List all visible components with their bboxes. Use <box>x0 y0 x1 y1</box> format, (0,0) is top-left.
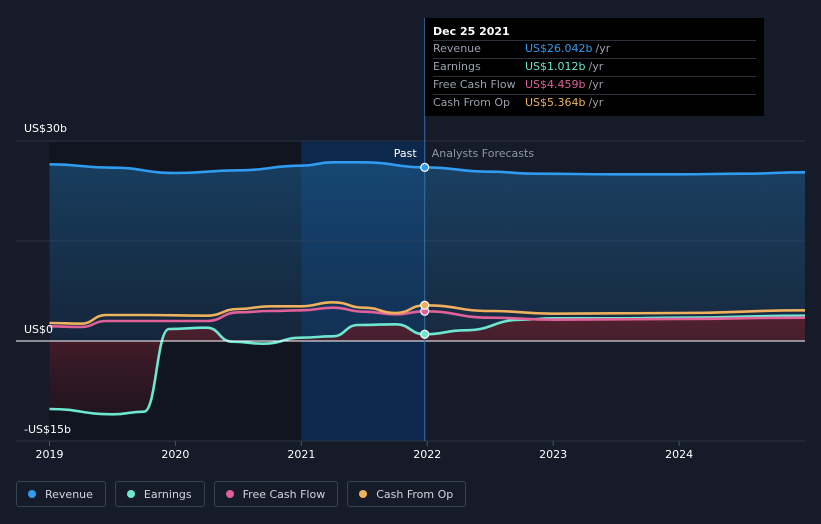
revenue-line <box>49 161 806 176</box>
series-lines <box>49 161 806 416</box>
x-axis: 2019 2020 2021 2022 2023 2024 <box>36 441 693 461</box>
tooltip-row: Cash From Op US$5.364b/yr <box>433 94 756 112</box>
x-tick-label: 2022 <box>413 448 441 461</box>
free-cash-flow-line <box>49 306 806 329</box>
y-tick-label: US$0 <box>24 323 53 336</box>
y-tick-label: -US$15b <box>24 423 71 436</box>
tooltip-date: Dec 25 2021 <box>433 25 510 38</box>
forecast-label: Analysts Forecasts <box>432 147 535 160</box>
y-tick-label: US$30b <box>24 122 67 135</box>
x-tick-label: 2020 <box>161 448 189 461</box>
legend-item-cash-from-op[interactable]: Cash From Op <box>347 481 467 507</box>
legend-label: Revenue <box>45 487 93 501</box>
legend-dot-icon <box>225 490 234 498</box>
hover-markers <box>420 162 430 339</box>
tooltip-row-value: US$4.459b <box>525 78 586 91</box>
y-axis: US$30b US$0 -US$15b <box>24 122 71 436</box>
past-label: Past <box>394 147 418 160</box>
legend-item-revenue[interactable]: Revenue <box>16 481 106 507</box>
area-fills <box>49 162 805 415</box>
tooltip-row-value: US$26.042b <box>525 42 593 55</box>
legend-label: Free Cash Flow <box>242 487 326 501</box>
revenue-area <box>49 162 805 341</box>
legend: Revenue Earnings Free Cash Flow Cash From O… <box>16 481 467 507</box>
tooltip-row-label: Earnings <box>433 60 481 73</box>
tooltip-row-value: US$5.364b <box>525 96 586 109</box>
legend-label: Cash From Op <box>376 487 454 501</box>
cash-from-op-marker <box>420 300 430 310</box>
tooltip-row: Free Cash Flow US$4.459b/yr <box>433 76 756 94</box>
tooltip-row-label: Revenue <box>433 42 481 55</box>
tooltip-row-unit: /yr <box>595 42 611 55</box>
legend-item-free-cash-flow[interactable]: Free Cash Flow <box>213 481 339 507</box>
earnings-marker <box>420 329 430 339</box>
cash-from-op-line <box>49 301 806 325</box>
tooltip-row-unit: /yr <box>588 60 604 73</box>
earnings-area <box>49 315 805 415</box>
tooltip-row-unit: /yr <box>588 96 604 109</box>
tooltip-row: Revenue US$26.042b/yr <box>433 40 756 58</box>
x-tick-label: 2024 <box>665 448 693 461</box>
tooltip-row-value: US$1.012b <box>525 60 586 73</box>
tooltip-row-unit: /yr <box>588 78 604 91</box>
tooltip-row: Earnings US$1.012b/yr <box>433 58 756 76</box>
legend-item-earnings[interactable]: Earnings <box>114 481 205 507</box>
x-tick-label: 2019 <box>36 448 64 461</box>
revenue-marker <box>420 162 430 172</box>
legend-dot-icon <box>359 490 368 498</box>
legend-label: Earnings <box>143 487 192 501</box>
legend-dot-icon <box>28 490 36 498</box>
x-tick-label: 2021 <box>287 448 315 461</box>
tooltip-row-label: Cash From Op <box>433 96 511 109</box>
legend-dot-icon <box>126 490 135 498</box>
tooltip: Dec 25 2021 Revenue US$26.042b/yr Earnings… <box>425 18 764 116</box>
tooltip-row-label: Free Cash Flow <box>433 78 516 91</box>
x-tick-label: 2023 <box>539 448 567 461</box>
